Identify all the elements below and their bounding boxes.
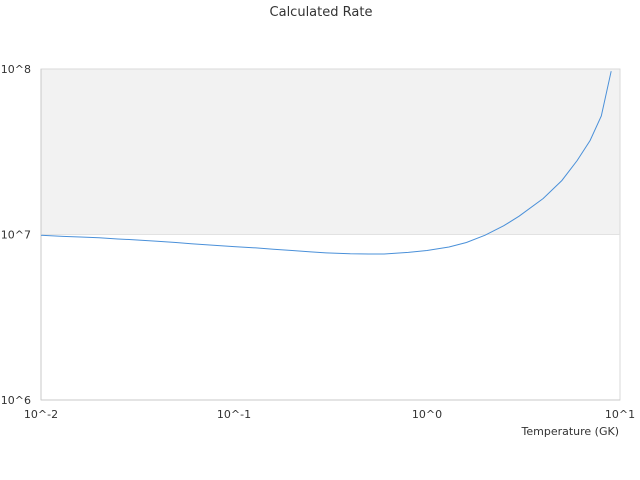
y-tick-label: 10^6 [1,394,31,407]
axis-ticks: 10^-2 10^-1 10^0 10^1 10^6 10^7 10^8 [1,63,635,421]
x-axis-label: Temperature (GK) [521,425,620,438]
plot-area [40,68,621,401]
chart-title: Calculated Rate [270,5,373,20]
shaded-band [41,69,620,235]
y-tick-label: 10^7 [1,229,31,242]
y-tick-label: 10^8 [1,63,31,76]
x-tick-label: 10^1 [605,408,635,421]
x-tick-label: 10^-2 [24,408,58,421]
series-line [40,71,612,255]
x-tick-label: 10^0 [412,408,442,421]
x-tick-label: 10^-1 [217,408,251,421]
